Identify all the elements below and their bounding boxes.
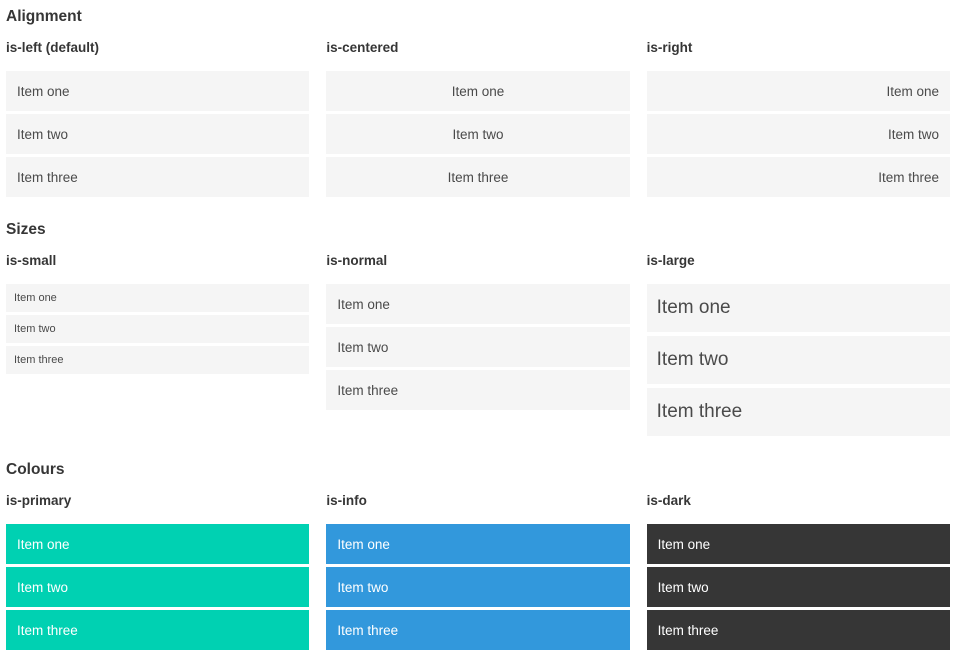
- column-is-small: is-small Item one Item two Item three: [6, 253, 310, 440]
- column-heading-is-normal: is-normal: [326, 253, 388, 268]
- list-item[interactable]: Item three: [646, 157, 950, 197]
- column-heading-is-centered: is-centered: [326, 40, 399, 55]
- list-item[interactable]: Item three: [326, 370, 630, 410]
- list-item[interactable]: Item one: [326, 71, 630, 111]
- sizes-columns: is-small Item one Item two Item three is…: [6, 253, 950, 440]
- list-item[interactable]: Item three: [6, 346, 310, 374]
- column-is-right: is-right Item one Item two Item three: [646, 40, 950, 200]
- list-item[interactable]: Item one: [326, 524, 630, 564]
- alignment-columns: is-left (default) Item one Item two Item…: [6, 40, 950, 200]
- list-item[interactable]: Item two: [646, 336, 950, 384]
- list-small: Item one Item two Item three: [6, 284, 310, 374]
- section-alignment: Alignment is-left (default) Item one Ite…: [6, 7, 950, 200]
- list-item[interactable]: Item two: [646, 567, 950, 607]
- column-is-primary: is-primary Item one Item two Item three: [6, 493, 310, 653]
- column-heading-is-large: is-large: [646, 253, 695, 268]
- list-centered: Item one Item two Item three: [326, 71, 630, 197]
- column-heading-is-right: is-right: [646, 40, 693, 55]
- column-heading-is-info: is-info: [326, 493, 367, 508]
- list-right-aligned: Item one Item two Item three: [646, 71, 950, 197]
- list-item[interactable]: Item three: [6, 610, 310, 650]
- column-is-centered: is-centered Item one Item two Item three: [326, 40, 630, 200]
- section-title-alignment: Alignment: [6, 8, 82, 25]
- section-title-colours: Colours: [6, 461, 65, 478]
- list-normal: Item one Item two Item three: [326, 284, 630, 410]
- list-item[interactable]: Item one: [326, 284, 630, 324]
- column-is-left: is-left (default) Item one Item two Item…: [6, 40, 310, 200]
- column-is-normal: is-normal Item one Item two Item three: [326, 253, 630, 440]
- list-item[interactable]: Item two: [6, 567, 310, 607]
- list-item[interactable]: Item one: [646, 284, 950, 332]
- column-heading-is-left: is-left (default): [6, 40, 99, 55]
- list-info: Item one Item two Item three: [326, 524, 630, 650]
- list-item[interactable]: Item two: [646, 114, 950, 154]
- column-heading-is-primary: is-primary: [6, 493, 72, 508]
- section-colours: Colours is-primary Item one Item two Ite…: [6, 460, 950, 653]
- list-item[interactable]: Item one: [6, 284, 310, 312]
- list-large: Item one Item two Item three: [646, 284, 950, 436]
- list-item[interactable]: Item two: [6, 315, 310, 343]
- list-item[interactable]: Item one: [646, 71, 950, 111]
- list-item[interactable]: Item two: [6, 114, 310, 154]
- list-primary: Item one Item two Item three: [6, 524, 310, 650]
- list-item[interactable]: Item one: [6, 71, 310, 111]
- list-dark: Item one Item two Item three: [646, 524, 950, 650]
- list-left-aligned: Item one Item two Item three: [6, 71, 310, 197]
- list-item[interactable]: Item three: [646, 610, 950, 650]
- column-is-info: is-info Item one Item two Item three: [326, 493, 630, 653]
- list-item[interactable]: Item three: [6, 157, 310, 197]
- column-is-large: is-large Item one Item two Item three: [646, 253, 950, 440]
- list-item[interactable]: Item two: [326, 327, 630, 367]
- column-is-dark: is-dark Item one Item two Item three: [646, 493, 950, 653]
- list-item[interactable]: Item three: [326, 157, 630, 197]
- list-item[interactable]: Item two: [326, 567, 630, 607]
- list-item[interactable]: Item three: [646, 388, 950, 436]
- section-sizes: Sizes is-small Item one Item two Item th…: [6, 220, 950, 440]
- list-item[interactable]: Item one: [6, 524, 310, 564]
- list-item[interactable]: Item one: [646, 524, 950, 564]
- colours-columns: is-primary Item one Item two Item three …: [6, 493, 950, 653]
- column-heading-is-small: is-small: [6, 253, 57, 268]
- section-title-sizes: Sizes: [6, 221, 46, 238]
- list-item[interactable]: Item two: [326, 114, 630, 154]
- list-item[interactable]: Item three: [326, 610, 630, 650]
- column-heading-is-dark: is-dark: [646, 493, 691, 508]
